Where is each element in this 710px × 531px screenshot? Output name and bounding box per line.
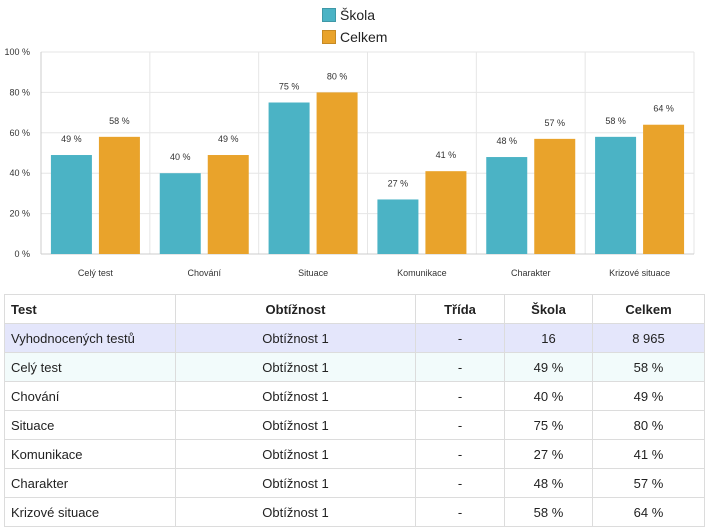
y-tick-label: 0 % [14, 249, 30, 259]
cell-obtiznost: Obtížnost 1 [175, 323, 416, 353]
bar-skola [50, 155, 92, 254]
cell-skola: 48 % [504, 468, 593, 498]
y-tick-label: 60 % [9, 128, 30, 138]
cell-celkem: 41 % [592, 439, 705, 469]
chart-plot: 0 % 20 % 40 % 60 % 80 % 100 % 49 % 58 % Celý tes… [4, 47, 695, 278]
legend-swatch-skola [322, 8, 336, 22]
cell-skola: 58 % [504, 497, 593, 527]
table-row: Charakter Obtížnost 1-48 % 57 % [4, 468, 705, 498]
legend-item-skola[interactable]: Škola [322, 4, 387, 26]
data-label: 80 % [327, 71, 348, 81]
bar-celkem [316, 92, 358, 255]
header-celkem[interactable]: Celkem [592, 294, 705, 324]
table-row: Chování Obtížnost 1-40 % 49 % [4, 381, 705, 411]
cell-celkem: 80 % [592, 410, 705, 440]
table-row: Situace Obtížnost 1-75 % 80 % [4, 410, 705, 440]
bar-chart: Škola Celkem 0 % 20 % 40 % 60 % 80 % 100 % 49 … [4, 4, 695, 278]
cell-trida: - [415, 381, 505, 411]
bar-celkem [534, 138, 576, 254]
header-skola[interactable]: Škola [504, 294, 593, 324]
table-row: Krizové situace Obtížnost 1-58 % 64 % [4, 497, 705, 527]
header-obtiznost[interactable]: Obtížnost [175, 294, 416, 324]
x-tick-label: Chování [187, 268, 221, 278]
cell-obtiznost: Obtížnost 1 [175, 468, 416, 498]
bar-celkem [98, 136, 140, 254]
y-tick-label: 100 % [4, 47, 30, 57]
cell-test: Situace [4, 410, 176, 440]
cell-celkem: 57 % [592, 468, 705, 498]
y-tick-label: 40 % [9, 168, 30, 178]
bar-skola [268, 102, 310, 254]
data-label: 27 % [388, 178, 409, 188]
cell-skola: 75 % [504, 410, 593, 440]
x-tick-label: Celý test [78, 268, 114, 278]
cell-skola: 40 % [504, 381, 593, 411]
cell-celkem: 49 % [592, 381, 705, 411]
header-trida[interactable]: Třída [415, 294, 505, 324]
cell-test: Chování [4, 381, 176, 411]
bar-skola [377, 199, 419, 254]
cell-skola: 27 % [504, 439, 593, 469]
data-label: 58 % [605, 116, 626, 126]
cell-test: Vyhodnocených testů [4, 323, 176, 353]
cell-obtiznost: Obtížnost 1 [175, 381, 416, 411]
data-label: 75 % [279, 82, 300, 92]
x-tick-label: Charakter [511, 268, 551, 278]
y-tick-label: 80 % [9, 87, 30, 97]
cell-trida: - [415, 323, 505, 353]
table-row: Celý test Obtížnost 1-49 % 58 % [4, 352, 705, 382]
legend-swatch-celkem [322, 30, 336, 44]
cell-trida: - [415, 497, 505, 527]
data-label: 64 % [653, 104, 674, 114]
header-test[interactable]: Test [4, 294, 176, 324]
cell-test: Celý test [4, 352, 176, 382]
bar-skola [595, 136, 637, 254]
data-label: 40 % [170, 152, 191, 162]
bar-celkem [425, 171, 467, 254]
table-row: Komunikace Obtížnost 1-27 % 41 % [4, 439, 705, 469]
legend-label-skola: Škola [340, 7, 376, 23]
cell-celkem: 58 % [592, 352, 705, 382]
data-label: 49 % [218, 134, 239, 144]
cell-trida: - [415, 410, 505, 440]
x-tick-label: Komunikace [397, 268, 447, 278]
x-tick-label: Krizové situace [609, 268, 670, 278]
bar-skola [486, 157, 528, 254]
cell-skola: 49 % [504, 352, 593, 382]
chart-legend: Škola Celkem [322, 4, 387, 48]
bar-skola [159, 173, 201, 254]
bar-celkem [207, 155, 249, 254]
cell-trida: - [415, 468, 505, 498]
table-row: Vyhodnocených testů Obtížnost 1-16 8 965 [4, 323, 705, 353]
cell-trida: - [415, 352, 505, 382]
y-tick-label: 20 % [9, 209, 30, 219]
table-header-row: Test Obtížnost Třída Škola Celkem [4, 294, 705, 324]
bar-celkem [643, 124, 685, 254]
cell-obtiznost: Obtížnost 1 [175, 410, 416, 440]
data-label: 48 % [496, 136, 517, 146]
cell-celkem: 64 % [592, 497, 705, 527]
results-table: Test Obtížnost Třída Škola Celkem Vyhodn… [4, 294, 705, 527]
cell-trida: - [415, 439, 505, 469]
legend-label-celkem: Celkem [340, 29, 388, 45]
data-label: 58 % [109, 116, 130, 126]
data-label: 57 % [544, 118, 565, 128]
legend-item-celkem[interactable]: Celkem [322, 26, 387, 48]
data-label: 41 % [436, 150, 457, 160]
cell-obtiznost: Obtížnost 1 [175, 497, 416, 527]
cell-test: Komunikace [4, 439, 176, 469]
x-tick-label: Situace [298, 268, 328, 278]
data-label: 49 % [61, 134, 82, 144]
cell-test: Krizové situace [4, 497, 176, 527]
cell-skola: 16 [504, 323, 593, 353]
cell-obtiznost: Obtížnost 1 [175, 439, 416, 469]
cell-test: Charakter [4, 468, 176, 498]
cell-obtiznost: Obtížnost 1 [175, 352, 416, 382]
cell-celkem: 8 965 [592, 323, 705, 353]
